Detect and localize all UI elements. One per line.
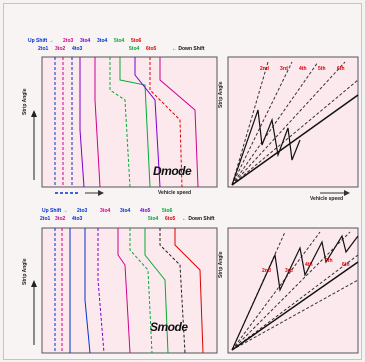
smode-y-axis-arrowhead: [31, 280, 37, 287]
smode-gear-label-3: 4th: [305, 262, 313, 268]
smode-label: Smode: [150, 320, 188, 334]
smode-y-axis-label: Strip Angle: [22, 258, 28, 285]
down-shift-s-item-2: 3to2: [55, 216, 66, 222]
dmode-y-axis-label: Strip Angle: [22, 88, 28, 115]
down-shift-item-3: 4to3: [72, 46, 83, 52]
dmode-ratio-lines: [231, 61, 359, 186]
dmode-gear-label-4: 5th: [318, 66, 326, 72]
down-shift-label: ← Down Shift: [172, 46, 205, 52]
up-shift-item-3: 3to4: [97, 38, 108, 44]
dmode-shift-map-panel: [41, 56, 218, 188]
up-shift-s-item-3: 3to4: [120, 208, 131, 214]
down-shift-item-2: 3to2: [55, 46, 66, 52]
dmode-gear-label-3: 4th: [299, 66, 307, 72]
up-shift-s-item-2: 3to4: [100, 208, 111, 214]
up-shift-item-4: 5to4: [114, 38, 125, 44]
smode-gear-label-5: 6th: [342, 262, 350, 268]
dmode-right-x-axis-label: Vehicle speed: [310, 196, 344, 202]
dmode-shift-lines: [54, 57, 199, 188]
up-shift-s-item-4: 4to5: [140, 208, 151, 214]
dmode-top-gear-line: [231, 94, 359, 186]
down-shift-item-5: 6to5: [146, 46, 157, 52]
up-shift-label: Up Shift →: [28, 38, 54, 44]
up-shift-item-5: 5to6: [131, 38, 142, 44]
smode-gear-label-2: 3rd: [285, 268, 293, 274]
dmode-gear-label-5: 6th: [337, 66, 345, 72]
smode-shift-lines: [54, 228, 204, 354]
dmode-sawtooth-trace: [231, 109, 301, 186]
dmode-gear-label-1: 2nd: [260, 66, 269, 72]
up-shift-item-2: 3to4: [80, 38, 91, 44]
dmode-y-axis-arrowhead: [31, 110, 37, 117]
down-shift-item-4: 5to4: [129, 46, 140, 52]
down-shift-s-item-3: 4to3: [72, 216, 83, 222]
down-shift-s-item-5: 6to5: [165, 216, 176, 222]
up-shift-label-s: Up Shift →: [42, 208, 68, 214]
dmode-x-axis-label: Vehicle speed: [158, 190, 192, 196]
smode-sawtooth-trace: [231, 234, 359, 351]
dmode-x-axis-arrowhead: [98, 190, 104, 196]
smode-right-y-axis-label: Strip Angle: [218, 251, 224, 278]
smode-gear-label-4: 5th: [325, 258, 333, 264]
up-shift-s-item-5: 5to6: [162, 208, 173, 214]
down-shift-s-item-4: 5to4: [148, 216, 159, 222]
dmode-label: Dmode: [153, 164, 192, 178]
smode-shift-map-panel: [41, 227, 218, 354]
dmode-gear-label-2: 3rd: [280, 66, 288, 72]
dmode-gear-ratio-panel: [227, 56, 359, 188]
smode-gear-label-1: 2nd: [262, 268, 271, 274]
down-shift-item-1: 2to1: [38, 46, 49, 52]
down-shift-s-item-1: 2to1: [40, 216, 51, 222]
up-shift-item-1: 2to3: [63, 38, 74, 44]
smode-top-gear-line: [231, 261, 359, 351]
up-shift-s-item-1: 2to3: [77, 208, 88, 214]
dmode-right-x-arrowhead: [344, 190, 350, 196]
dmode-right-y-axis-label: Strip Angle: [218, 81, 224, 108]
down-shift-label-s: ← Down Shift: [182, 216, 215, 222]
